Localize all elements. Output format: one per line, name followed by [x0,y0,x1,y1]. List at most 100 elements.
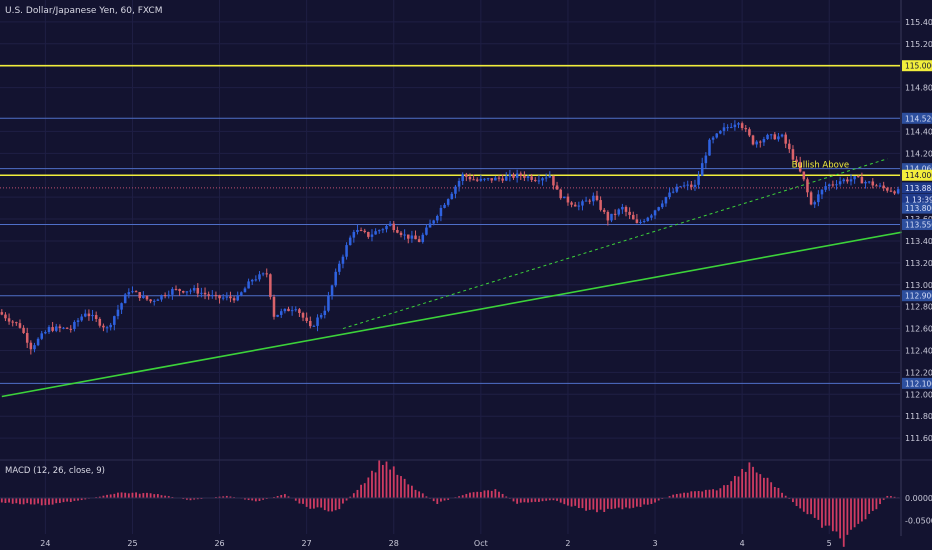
candle-body [189,290,192,292]
candle-body [200,292,203,294]
candle-body [40,333,44,339]
candle-body [817,194,820,203]
candle-body [624,206,628,212]
time-tick-label: 28 [389,539,399,548]
candle-body [577,205,581,207]
level-tag-bg [902,193,932,205]
candle-body [661,203,664,208]
candle-body [675,186,679,192]
level-tag-bg [902,182,932,194]
candle-body [548,175,552,178]
candle-body [84,313,87,317]
candle-body [483,178,486,180]
candle-body [160,295,163,300]
candle-body [51,327,54,331]
candle-body [145,295,149,300]
candle-body [156,299,160,301]
level-tag-label: 114.520 [905,114,932,123]
candle-body [896,189,900,194]
candle-body [221,297,225,299]
price-tick-label: 111.800 [905,412,932,421]
candle-body [537,180,541,182]
candle-body [827,184,831,187]
candle-body [120,303,123,310]
candle-body [374,231,377,235]
candle-body [396,229,399,233]
candle-body [831,184,835,186]
candle-body [621,206,624,210]
candle-body [236,295,239,301]
candle-body [759,141,762,143]
candle-body [457,180,461,187]
candle-body [352,231,356,238]
candle-body [163,295,167,297]
candle-body [240,292,243,296]
candle-body [617,209,621,215]
candle-body [276,314,279,317]
candle-body [494,177,497,181]
price-tick-label: 114.400 [905,127,932,136]
candle-body [806,179,809,193]
candle-body [820,189,824,195]
candle-body [882,185,885,189]
level-tag-label: 114.000 [905,171,932,180]
candle-body [385,225,388,230]
level-tag-label: 114.060 [905,165,932,174]
candle-body [116,309,120,317]
candle-body [642,220,646,222]
candle-body [265,273,269,275]
candle-body [875,185,878,187]
candle-body [290,310,294,312]
time-tick-label: 2 [565,539,570,548]
candle-body [726,127,729,129]
candle-body [798,161,802,172]
candle-body [319,315,323,318]
candle-body [657,207,660,211]
candle-body [711,137,715,140]
candle-body [258,274,261,280]
candle-body [261,273,265,275]
candle-body [690,184,693,187]
candle-body [334,271,337,286]
candle-body [11,321,14,323]
candle-body [512,174,515,178]
candle-body [348,237,352,246]
candle-body [417,239,421,242]
level-tag-label: 113.885 [905,184,932,193]
candle-body [508,174,512,177]
candle-body [363,230,366,232]
candle-body [181,291,185,293]
candle-body [570,202,573,205]
candle-body [254,279,258,281]
level-tag-bg [902,163,932,175]
candle-body [581,201,584,206]
candle-body [91,315,94,317]
candle-body [824,186,827,190]
level-tag-label: 112.900 [905,292,932,301]
time-axis[interactable]: 24 25 26 27 28 Oct 2 3 4 5 [40,539,832,548]
level-tag-label: 112.100 [905,379,932,388]
candle-body [751,135,755,145]
candle-body [744,128,748,130]
candle-body [878,185,882,187]
candle-body [784,134,787,144]
candle-body [428,223,432,228]
candle-body [323,310,327,316]
candle-body [544,177,548,179]
time-tick-label: 3 [652,539,657,548]
candle-body [345,245,348,257]
candle-body [65,327,69,329]
candle-body [196,288,200,294]
candle-body [563,196,566,199]
level-tag-bg [902,169,932,181]
candle-body [519,173,523,176]
candle-body [526,176,530,178]
support-trendline [1,231,902,398]
candle-body [377,230,381,232]
candle-body [599,200,602,210]
candle-body [737,123,740,125]
candle-body [729,127,733,129]
candle-body [497,177,501,179]
